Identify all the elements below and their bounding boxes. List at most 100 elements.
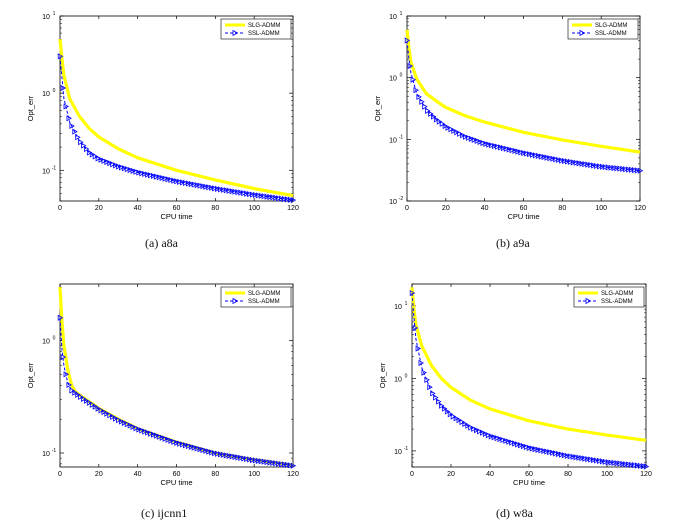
data-point [118,418,125,425]
data-point [258,458,265,465]
data-point [530,151,536,158]
data-point [421,369,427,376]
data-point [200,446,206,454]
plot-frame [59,283,294,468]
caption-b: (b) a9a [496,236,530,250]
data-point [430,390,436,397]
data-point [623,461,629,468]
data-point [84,145,90,153]
data-point [462,420,468,427]
data-point [597,457,603,465]
data-point [407,62,414,70]
data-point [104,158,110,166]
data-point [177,178,183,185]
data-point [629,166,635,173]
data-point [474,137,481,145]
data-point [130,423,137,430]
data-point [567,453,574,460]
data-point [244,190,250,197]
x-tick-label: 80 [211,471,219,478]
data-point [474,427,480,434]
data-point [290,197,297,204]
data-point [60,84,67,92]
x-tick-label: 120 [287,205,299,212]
x-tick-label: 100 [601,471,613,478]
series-line [59,317,294,467]
caption-d: (d) w8a [496,506,533,520]
data-point [605,164,612,171]
data-point [121,419,128,426]
data-point [113,415,119,422]
data-point [415,345,422,352]
y-axis-label: Opt_err [26,95,35,121]
data-point [617,460,623,467]
data-point [78,139,84,146]
data-point [203,447,209,454]
data-point [631,167,638,174]
data-point [203,183,209,190]
data-point [465,422,471,429]
data-point [419,98,425,105]
data-point [212,185,218,192]
data-point [567,158,574,166]
data-point [282,461,288,468]
data-point [142,170,148,178]
plot-frame [59,15,294,202]
legend-label: SLG-ADMM [248,291,280,297]
data-point [156,433,163,440]
x-tick-label: 60 [173,471,181,478]
data-point [538,447,544,454]
data-point [279,461,285,468]
data-point [215,185,221,192]
data-point [524,150,530,157]
data-point [471,425,477,432]
data-point [72,128,78,135]
data-point [550,449,556,456]
data-point [480,429,486,436]
data-point [605,459,612,466]
data-point [168,176,174,184]
legend-label: SSL-ADMM [248,31,280,37]
x-tick-label: 20 [442,205,450,212]
x-tick-label: 60 [520,205,528,212]
data-point [468,424,474,431]
data-point [556,450,562,458]
data-point [255,192,262,199]
x-tick-label: 40 [486,471,494,478]
data-point [81,395,87,402]
data-point [620,460,626,467]
data-point [162,435,169,442]
data-point [527,151,533,158]
data-point [63,371,70,378]
y-tick-label: 10 [394,449,402,456]
data-point [244,455,250,463]
data-point [252,457,259,464]
data-point [485,432,492,439]
x-tick-label: 100 [248,471,260,478]
data-point [611,164,617,172]
y-tick-label: 10 [42,339,50,346]
data-point [442,122,449,130]
data-point [477,428,483,435]
data-point [81,142,87,149]
data-point [422,103,428,110]
data-point [215,450,221,457]
data-point [465,134,472,141]
data-point [282,195,288,203]
data-point [637,167,644,174]
legend-label: SLG-ADMM [595,23,627,29]
data-point [585,161,591,168]
data-point [532,152,539,159]
data-point [488,433,495,440]
data-point [284,461,291,468]
legend: SLG-ADMM SSL-ADMM [220,18,292,40]
y-tick-label: 10 [394,376,402,383]
data-point [142,428,148,435]
y-tick-label-exponent: 1 [53,11,56,17]
x-axis-label: CPU time [160,212,192,221]
data-point [238,454,244,462]
data-point [177,440,183,447]
legend: SLG-ADMM SSL-ADMM [567,18,639,40]
data-point [512,147,518,155]
x-tick-label: 120 [634,205,646,212]
